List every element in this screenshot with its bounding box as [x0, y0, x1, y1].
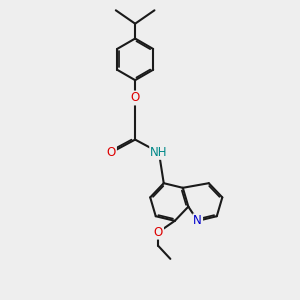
- Text: O: O: [107, 146, 116, 159]
- Text: O: O: [130, 92, 140, 104]
- Text: O: O: [154, 226, 163, 238]
- Text: NH: NH: [150, 146, 168, 159]
- Text: N: N: [193, 214, 202, 227]
